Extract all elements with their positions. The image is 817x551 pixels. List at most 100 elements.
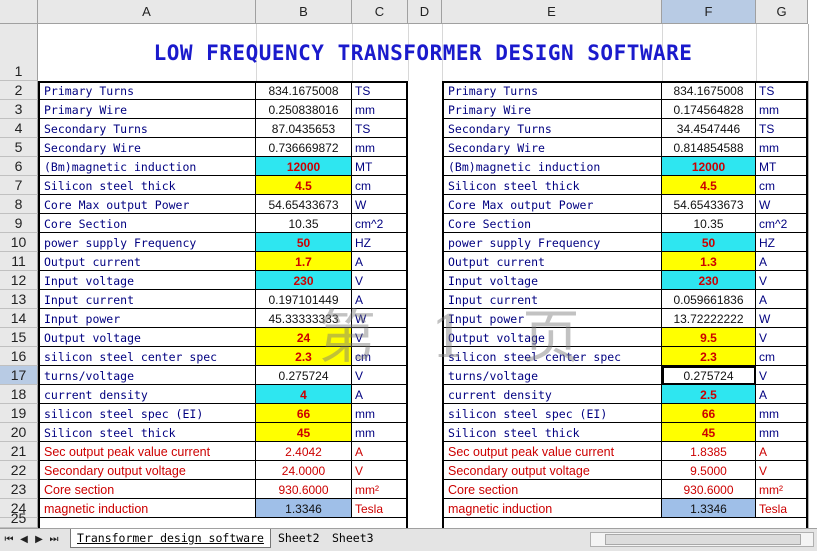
right-row-unit[interactable]: cm <box>756 347 808 366</box>
left-row-value[interactable]: 834.1675008 <box>256 81 352 100</box>
right-row-label[interactable]: Core Max output Power <box>442 195 662 214</box>
right-row-label[interactable]: Primary Wire <box>442 100 662 119</box>
left-row-value[interactable]: 0.250838016 <box>256 100 352 119</box>
column-header-f[interactable]: F <box>662 0 756 24</box>
next-sheet-icon[interactable]: ▶ <box>35 533 43 545</box>
right-row-value[interactable]: 0.174564828 <box>662 100 756 119</box>
right-row-label[interactable]: Secondary Turns <box>442 119 662 138</box>
left-row-label[interactable]: Silicon steel thick <box>38 423 256 442</box>
row-header[interactable]: 24 <box>0 499 38 518</box>
right-row-label[interactable]: (Bm)magnetic induction <box>442 157 662 176</box>
column-header-a[interactable]: A <box>38 0 256 24</box>
left-row-unit[interactable]: V <box>352 328 408 347</box>
right-row-value[interactable]: 1.8385 <box>662 442 756 461</box>
left-row-unit[interactable]: mm <box>352 404 408 423</box>
left-row-unit[interactable]: A <box>352 385 408 404</box>
row-header[interactable]: 3 <box>0 100 38 119</box>
row-header[interactable]: 15 <box>0 328 38 347</box>
row-header[interactable]: 18 <box>0 385 38 404</box>
left-row-value[interactable]: 24 <box>256 328 352 347</box>
right-row-label[interactable]: Secondary output voltage <box>442 461 662 480</box>
column-header-b[interactable]: B <box>256 0 352 24</box>
left-row-unit[interactable]: A <box>352 442 408 461</box>
right-row-value[interactable]: 45 <box>662 423 756 442</box>
left-row-value[interactable]: 45.33333333 <box>256 309 352 328</box>
right-row-unit[interactable]: V <box>756 328 808 347</box>
left-row-unit[interactable]: W <box>352 309 408 328</box>
left-row-label[interactable]: silicon steel center spec <box>38 347 256 366</box>
left-row-label[interactable]: Silicon steel thick <box>38 176 256 195</box>
right-row-value[interactable]: 54.65433673 <box>662 195 756 214</box>
left-row-value[interactable]: 24.0000 <box>256 461 352 480</box>
vertical-scrollbar[interactable] <box>808 24 817 529</box>
left-row-unit[interactable]: mm <box>352 138 408 157</box>
right-row-label[interactable]: Input power <box>442 309 662 328</box>
left-row-unit[interactable]: V <box>352 271 408 290</box>
right-row-value[interactable]: 0.275724 <box>662 366 756 385</box>
left-row-unit[interactable]: Tesla <box>352 499 408 518</box>
left-row-unit[interactable]: HZ <box>352 233 408 252</box>
right-row-value[interactable]: 10.35 <box>662 214 756 233</box>
left-row-value[interactable]: 10.35 <box>256 214 352 233</box>
right-row-unit[interactable]: A <box>756 252 808 271</box>
right-row-unit[interactable]: W <box>756 195 808 214</box>
left-row-unit[interactable]: mm² <box>352 480 408 499</box>
right-row-label[interactable]: power supply Frequency <box>442 233 662 252</box>
right-row-label[interactable]: Input voltage <box>442 271 662 290</box>
right-row-value[interactable]: 9.5 <box>662 328 756 347</box>
right-row-unit[interactable]: V <box>756 271 808 290</box>
right-row-value[interactable]: 50 <box>662 233 756 252</box>
left-row-label[interactable]: Core Max output Power <box>38 195 256 214</box>
row-header[interactable]: 23 <box>0 480 38 499</box>
right-row-value[interactable]: 9.5000 <box>662 461 756 480</box>
right-row-value[interactable]: 2.5 <box>662 385 756 404</box>
left-row-label[interactable]: Secondary output voltage <box>38 461 256 480</box>
row-header[interactable]: 25 <box>0 510 38 528</box>
left-row-label[interactable]: current density <box>38 385 256 404</box>
last-sheet-icon[interactable]: ⏭ <box>49 533 59 545</box>
left-row-value[interactable]: 87.0435653 <box>256 119 352 138</box>
right-row-unit[interactable]: Tesla <box>756 499 808 518</box>
right-row-unit[interactable]: cm^2 <box>756 214 808 233</box>
right-row-unit[interactable]: TS <box>756 119 808 138</box>
row-header[interactable]: 10 <box>0 233 38 252</box>
left-row-value[interactable]: 930.6000 <box>256 480 352 499</box>
left-row-label[interactable]: power supply Frequency <box>38 233 256 252</box>
left-row-unit[interactable]: V <box>352 366 408 385</box>
left-row-value[interactable]: 0.197101449 <box>256 290 352 309</box>
prev-sheet-icon[interactable]: ◀ <box>20 533 28 545</box>
left-row-unit[interactable]: V <box>352 461 408 480</box>
row-header[interactable]: 7 <box>0 176 38 195</box>
right-row-unit[interactable]: W <box>756 309 808 328</box>
left-row-label[interactable]: Output voltage <box>38 328 256 347</box>
row-header[interactable]: 4 <box>0 119 38 138</box>
left-row-value[interactable]: 54.65433673 <box>256 195 352 214</box>
left-row-label[interactable]: (Bm)magnetic induction <box>38 157 256 176</box>
right-row-unit[interactable]: mm <box>756 138 808 157</box>
right-row-label[interactable]: silicon steel center spec <box>442 347 662 366</box>
right-row-label[interactable]: Silicon steel thick <box>442 176 662 195</box>
row-header[interactable]: 2 <box>0 81 38 100</box>
right-row-value[interactable]: 12000 <box>662 157 756 176</box>
left-row-label[interactable]: Secondary Wire <box>38 138 256 157</box>
column-header-e[interactable]: E <box>442 0 662 24</box>
tab-transformer-design[interactable]: Transformer design software <box>70 529 271 548</box>
first-sheet-icon[interactable]: ⏮ <box>4 533 14 545</box>
left-row-unit[interactable]: MT <box>352 157 408 176</box>
left-row-unit[interactable]: TS <box>352 119 408 138</box>
right-row-value[interactable]: 834.1675008 <box>662 81 756 100</box>
row-header[interactable]: 17 <box>0 366 38 385</box>
scroll-thumb[interactable] <box>605 534 801 545</box>
row-header[interactable]: 9 <box>0 214 38 233</box>
left-row-label[interactable]: turns/voltage <box>38 366 256 385</box>
left-row-unit[interactable]: mm <box>352 423 408 442</box>
row-header[interactable]: 19 <box>0 404 38 423</box>
right-row-unit[interactable]: A <box>756 385 808 404</box>
left-row-value[interactable]: 12000 <box>256 157 352 176</box>
right-row-unit[interactable]: mm <box>756 100 808 119</box>
left-row-unit[interactable]: TS <box>352 81 408 100</box>
right-row-unit[interactable]: mm <box>756 423 808 442</box>
left-row-unit[interactable]: A <box>352 252 408 271</box>
left-row-label[interactable]: Sec output peak value current <box>38 442 256 461</box>
left-row-label[interactable]: Primary Turns <box>38 81 256 100</box>
